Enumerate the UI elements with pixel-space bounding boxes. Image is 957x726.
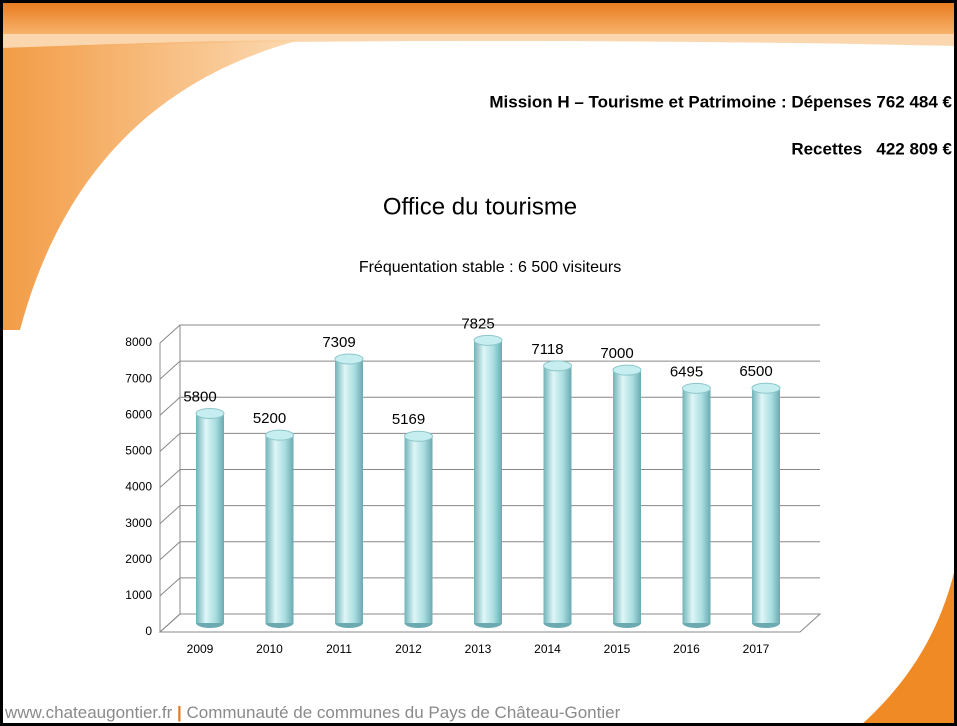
grid-line [159,432,820,452]
data-label: 7000 [600,345,633,362]
grid-line [159,505,820,524]
y-tick-label: 0 [145,624,152,638]
recettes: Recettes 422 809 € [791,139,952,158]
footer-separator: | [177,703,182,722]
chart-title: Office du tourisme [383,193,577,220]
bar-top [265,429,294,441]
x-tick-label: 2017 [743,642,770,656]
data-label: 5169 [392,411,425,428]
x-tick-label: 2016 [673,642,700,656]
x-tick-label: 2011 [326,642,352,656]
data-label: 6500 [739,363,772,380]
bar-top [195,407,225,419]
y-tick-label: 3000 [125,516,152,530]
y-tick-label: 5000 [125,444,152,458]
bar-top [751,382,781,394]
x-tick-label: 2015 [604,642,631,656]
corner-swoosh [860,560,957,726]
bar-top [334,353,364,365]
bar-top [404,430,433,442]
bar-top [682,382,711,394]
grid-line [159,396,820,416]
bar [474,340,502,623]
y-tick-label: 6000 [125,407,152,421]
grid-line [159,541,820,561]
bar [265,435,294,623]
footer-org: Communauté de communes du Pays de Châtea… [187,703,621,722]
bar [404,436,433,623]
bar [752,388,780,623]
footer-site: www.chateaugontier.fr [4,703,173,722]
y-tick-label: 7000 [125,371,152,385]
data-label: 5200 [253,410,286,427]
bar [543,365,572,623]
y-tick-label: 4000 [125,480,152,494]
chart-subtitle: Fréquentation stable : 6 500 visiteurs [359,259,621,276]
x-tick-label: 2014 [534,642,561,656]
x-tick-label: 2013 [465,642,492,656]
data-label: 7309 [322,334,355,351]
grid-line [159,360,820,380]
y-tick-label: 1000 [125,588,152,602]
grid-line [159,324,820,344]
x-tick-label: 2009 [187,642,214,656]
bar [682,388,711,623]
footer: www.chateaugontier.fr | Communauté de co… [4,703,621,722]
data-label: 6495 [670,363,703,380]
y-tick-label: 2000 [125,552,152,566]
top-band-fade [0,34,957,48]
bar-top [543,360,572,372]
y-tick-label: 8000 [125,335,152,349]
mission-title: Mission H – Tourisme et Patrimoine : Dép… [489,92,952,111]
bar [613,370,641,623]
top-band [0,0,957,34]
grid-line [159,577,820,597]
left-swoosh [0,40,300,330]
data-label: 7118 [531,341,563,358]
bar [196,413,224,623]
bar [335,358,363,623]
data-label: 5800 [183,388,216,405]
x-tick-label: 2010 [256,642,283,656]
grid-line [159,613,820,633]
data-label: 7825 [461,315,494,332]
x-tick-label: 2012 [395,642,422,656]
bar-top [612,364,642,376]
bar-top [473,334,503,346]
grid-line [159,469,820,488]
